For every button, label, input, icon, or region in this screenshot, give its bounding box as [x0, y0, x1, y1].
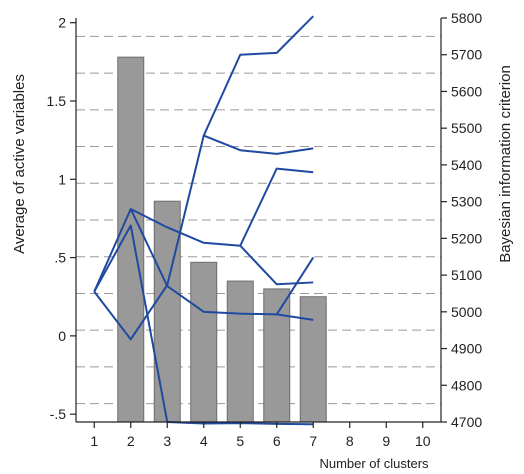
left-tick-label-1: 1.5 [47, 93, 67, 109]
left-tick-label-5: -.5 [50, 406, 67, 422]
right-tick-label-8: 5000 [451, 304, 482, 320]
bic-line-6 [275, 256, 315, 315]
right-tick-label-3: 5500 [451, 120, 482, 136]
right-tick-label-4: 5400 [451, 157, 482, 173]
left-axis-ticks: 21.51.50-.5 [47, 15, 76, 422]
right-tick-label-7: 5100 [451, 267, 482, 283]
right-tick-label-0: 5800 [451, 10, 482, 26]
left-tick-label-0: 2 [58, 15, 66, 31]
x-tick-label-0: 1 [90, 433, 98, 449]
x-tick-label-3: 4 [200, 433, 208, 449]
right-tick-label-9: 4900 [451, 341, 482, 357]
bar-7 [299, 296, 327, 423]
bar-2 [117, 56, 145, 423]
x-tick-label-1: 2 [127, 433, 135, 449]
right-tick-label-5: 5300 [451, 194, 482, 210]
bic-line-4 [130, 208, 314, 286]
left-tick-label-4: 0 [58, 328, 66, 344]
right-tick-label-6: 5200 [451, 230, 482, 246]
left-tick-label-2: 1 [58, 171, 66, 187]
x-tick-label-8: 9 [382, 433, 390, 449]
x-tick-label-6: 7 [309, 433, 317, 449]
x-tick-label-9: 10 [415, 433, 431, 449]
bar-6 [263, 288, 291, 423]
bars [117, 56, 327, 423]
bar-3 [153, 200, 181, 423]
x-tick-label-2: 3 [163, 433, 171, 449]
bar-5 [226, 280, 254, 423]
left-tick-label-3: .5 [54, 250, 66, 266]
x-axis-ticks: 1 2 3 4 5 6 7 8 9 10 [90, 422, 431, 449]
right-tick-label-2: 5600 [451, 83, 482, 99]
bic-line-2 [203, 134, 314, 155]
axes [75, 18, 442, 423]
x-tick-label-7: 8 [346, 433, 354, 449]
right-tick-label-1: 5700 [451, 47, 482, 63]
y-axis-title-right: Bayesian information criterion [497, 65, 514, 263]
right-tick-label-11: 4700 [451, 414, 482, 430]
right-axis-ticks: 5800 5700 5600 5500 5400 5300 5200 5100 5000 4900… [441, 10, 482, 430]
x-tick-label-4: 5 [236, 433, 244, 449]
right-tick-label-10: 4800 [451, 377, 482, 393]
x-axis-title: Number of clusters [319, 456, 429, 471]
y-axis-title-left: Average of active variables [11, 74, 28, 254]
bic-line-5 [239, 167, 314, 247]
x-tick-label-5: 6 [273, 433, 281, 449]
bar-4 [190, 261, 218, 423]
